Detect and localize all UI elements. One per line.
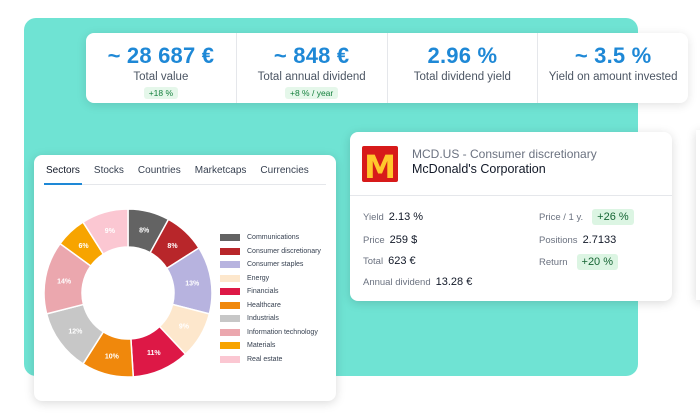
legend-label: Materials [247,342,276,350]
allocation-chart-card: Sectors Stocks Countries Marketcaps Curr… [34,155,336,401]
sector-donut-chart: 8% 8% 13% 9% 11% 10% 12% 14% 6% 9% [43,208,213,378]
stat-value: ~ 28 687 € [107,43,215,68]
stat-label: Yield on amount invested [548,71,678,83]
total-label: Total [363,255,384,267]
tab-sectors[interactable]: Sectors [44,163,82,185]
positions-value: 2.7133 [582,234,617,246]
stat-total-dividend-yield: 2.96 % Total dividend yield [388,33,539,103]
donut-slice-label: 9% [105,228,116,235]
stat-total-value: ~ 28 687 € Total value +18 % [86,33,237,103]
tab-currencies[interactable]: Currencies [260,165,309,176]
legend-item[interactable]: Real estate [220,353,321,367]
positions-label: Positions [539,234,578,246]
allocation-tabs: Sectors Stocks Countries Marketcaps Curr… [44,163,326,185]
legend-swatch [220,355,240,363]
legend-swatch [220,315,240,323]
legend-label: Industrials [247,315,279,323]
donut-slice-label: 10% [105,353,120,360]
return-badge: +20 % [576,254,619,270]
stat-value: ~ 3.5 % [574,43,652,68]
stock-return: Return +20 % [539,254,619,270]
legend-item[interactable]: Financials [220,285,321,299]
stock-header: M MCD.US - Consumer discretionary McDona… [350,132,672,196]
sector-legend: Communications Consumer discretionary Cons… [220,231,321,366]
tab-stocks[interactable]: Stocks [93,165,124,176]
price-label: Price [363,234,385,246]
tab-marketcaps[interactable]: Marketcaps [194,165,247,176]
yield-value: 2.13 % [388,211,424,223]
stock-yield: Yield 2.13 % [363,211,423,223]
price-1y-label: Price / 1 y. [539,211,584,223]
donut-slice-label: 13% [185,280,200,287]
legend-label: Communications [247,234,300,242]
stat-value: 2.96 % [427,43,498,68]
legend-label: Real estate [247,355,283,363]
stat-label: Total value [133,71,189,83]
total-value: 623 € [388,255,416,267]
legend-label: Information technology [247,328,318,336]
stock-price-1y: Price / 1 y. +26 % [539,209,634,225]
stat-badge: +8 % / year [285,87,339,99]
logo-letter: M [364,148,396,186]
stat-total-annual-dividend: ~ 848 € Total annual dividend +8 % / yea… [237,33,388,103]
donut-slice-real-estate[interactable] [81,208,129,256]
annual-dividend-value: 13.28 € [435,276,473,288]
legend-item[interactable]: Industrials [220,312,321,326]
summary-stats-card: ~ 28 687 € Total value +18 % ~ 848 € Tot… [86,33,688,103]
annual-dividend-label: Annual dividend [363,276,431,288]
donut-slice-label: 8% [139,228,150,235]
donut-slice-label: 8% [167,243,178,250]
legend-item[interactable]: Materials [220,339,321,353]
stock-total: Total 623 € [363,255,416,267]
mcdonalds-logo-icon: M [362,146,398,186]
next-card-edge [696,130,700,300]
legend-swatch [220,274,240,282]
stock-positions: Positions 2.7133 [539,234,616,246]
price-1y-badge: +26 % [592,209,634,225]
legend-item[interactable]: Energy [220,272,321,286]
legend-swatch [220,247,240,255]
stat-yield-on-invested: ~ 3.5 % Yield on amount invested [538,33,688,103]
price-value: 259 $ [389,234,418,246]
donut-slice-label: 6% [78,243,89,250]
legend-swatch [220,328,240,336]
legend-item[interactable]: Healthcare [220,299,321,313]
stat-value: ~ 848 € [273,43,350,68]
stock-annual-dividend: Annual dividend 13.28 € [363,276,472,288]
legend-label: Healthcare [247,301,281,309]
stat-badge: +18 % [143,87,179,99]
legend-swatch [220,342,240,350]
donut-slice-label: 12% [68,329,83,336]
legend-item[interactable]: Consumer discretionary [220,245,321,259]
legend-swatch [220,234,240,242]
legend-swatch [220,261,240,269]
stock-price: Price 259 $ [363,234,417,246]
stock-company-name: McDonald's Corporation [412,162,546,176]
yield-label: Yield [363,211,384,223]
legend-label: Energy [247,274,270,282]
stock-detail-card[interactable]: M MCD.US - Consumer discretionary McDona… [350,132,672,301]
stock-ticker-sector: MCD.US - Consumer discretionary [412,147,597,161]
legend-swatch [220,301,240,309]
donut-slice-label: 9% [179,324,190,331]
return-label: Return [539,256,568,268]
legend-item[interactable]: Information technology [220,326,321,340]
legend-label: Consumer staples [247,261,304,269]
legend-item[interactable]: Consumer staples [220,258,321,272]
donut-slice-label: 14% [57,278,72,285]
legend-item[interactable]: Communications [220,231,321,245]
donut-slice-label: 11% [147,350,161,357]
legend-label: Financials [247,288,279,296]
legend-swatch [220,288,240,296]
legend-label: Consumer discretionary [247,247,321,255]
stat-label: Total annual dividend [257,71,366,83]
tab-countries[interactable]: Countries [137,165,181,176]
stat-label: Total dividend yield [413,71,511,83]
